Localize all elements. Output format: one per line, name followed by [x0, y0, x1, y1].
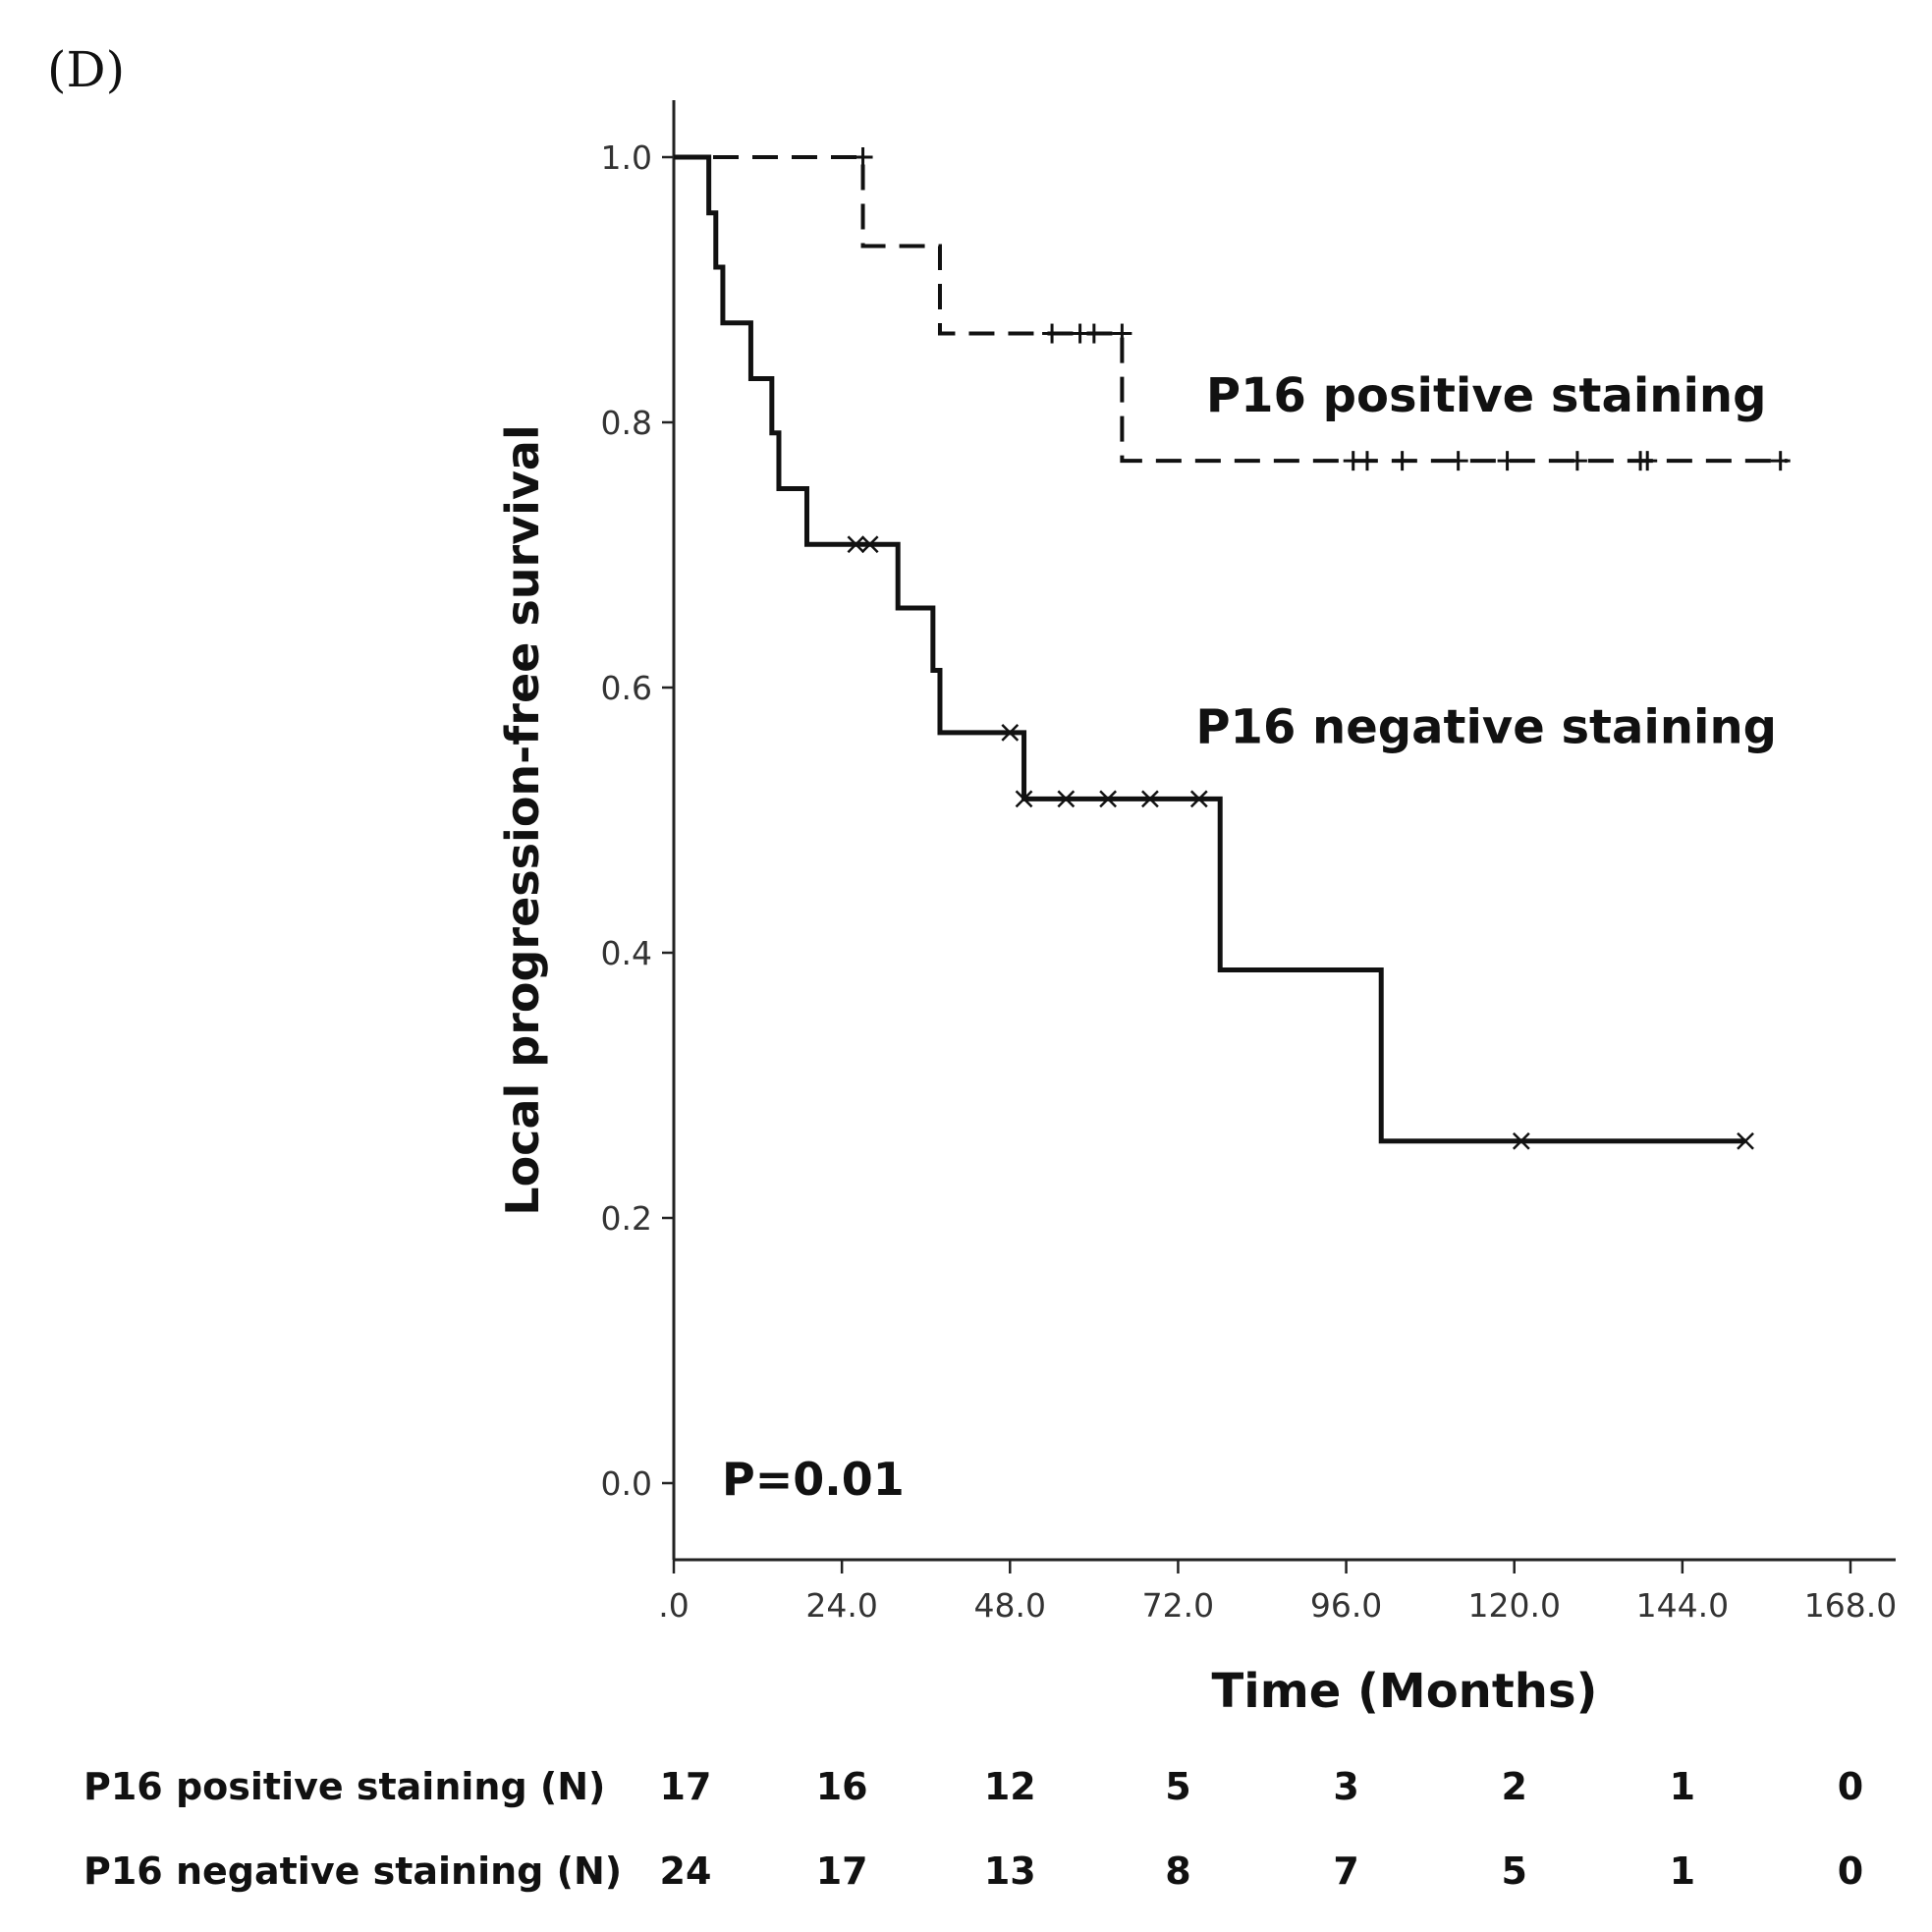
- censor-plus-mark: [1356, 451, 1377, 471]
- y-tick-label: 0.8: [601, 404, 652, 442]
- y-tick-label: 0.0: [601, 1464, 652, 1503]
- x-tick-label: .0: [658, 1586, 690, 1625]
- y-tick-label: 0.4: [601, 934, 652, 972]
- risk-table: P16 positive staining (N) P16 negative s…: [83, 1765, 622, 1893]
- censor-stroke: [1057, 790, 1076, 808]
- y-tick-label: 1.0: [601, 138, 652, 177]
- censor-x-mark: [1099, 790, 1118, 808]
- risk-row-label-positive: P16 positive staining (N): [83, 1765, 605, 1808]
- survival-curves: [674, 154, 1788, 1144]
- censor-plus-mark: [1567, 451, 1587, 471]
- risk-table-values: 17 16 12 5 3 2 1 0 24 17 13 8 7 5 1 0: [660, 1765, 1864, 1893]
- series-line-positive: [674, 155, 1788, 464]
- risk-value: 5: [1165, 1765, 1190, 1808]
- censor-plus-mark: [1770, 451, 1791, 471]
- risk-value: 17: [816, 1849, 868, 1893]
- panel-label: (D): [47, 41, 125, 98]
- risk-value: 16: [816, 1765, 868, 1808]
- censor-stroke: [847, 535, 865, 554]
- censor-x-mark: [1189, 790, 1208, 808]
- censor-stroke: [1099, 790, 1118, 808]
- censor-stroke: [1512, 1132, 1530, 1150]
- censor-x-mark: [1001, 724, 1020, 742]
- censor-stroke: [1141, 790, 1159, 808]
- censor-plus-mark: [1448, 451, 1468, 471]
- censor-plus-mark: [1392, 451, 1412, 471]
- censor-x-mark: [1057, 790, 1076, 808]
- x-tick-label: 24.0: [805, 1586, 877, 1625]
- risk-value: 17: [660, 1765, 712, 1808]
- censor-x-mark: [1141, 790, 1159, 808]
- risk-value: 1: [1670, 1849, 1695, 1893]
- series-line-negative: [674, 154, 1746, 1144]
- censor-x-mark: [1512, 1132, 1530, 1150]
- risk-value: 7: [1333, 1849, 1358, 1893]
- censor-x-mark: [847, 535, 865, 554]
- censor-plus-mark: [1083, 323, 1104, 344]
- risk-row-label-negative: P16 negative staining (N): [83, 1849, 622, 1893]
- x-tick-label: 144.0: [1636, 1586, 1729, 1625]
- censor-plus-mark: [1497, 451, 1518, 471]
- risk-value: 2: [1501, 1765, 1526, 1808]
- risk-value: 8: [1165, 1849, 1190, 1893]
- y-tick-label: 0.6: [601, 669, 652, 707]
- p-value: P=0.01: [722, 1453, 905, 1506]
- annotation-positive: P16 positive staining: [1206, 368, 1767, 423]
- risk-value: 0: [1838, 1849, 1863, 1893]
- y-axis-label: Local progression-free survival: [496, 424, 549, 1215]
- x-tick-label: 48.0: [974, 1586, 1046, 1625]
- risk-value: 3: [1333, 1765, 1358, 1808]
- censor-plus-mark: [1042, 323, 1063, 344]
- censor-plus-mark: [853, 147, 873, 167]
- x-tick-label: 72.0: [1142, 1586, 1214, 1625]
- x-tick-label: 120.0: [1467, 1586, 1560, 1625]
- x-tick-label: 96.0: [1310, 1586, 1382, 1625]
- risk-value: 13: [984, 1849, 1036, 1893]
- censor-x-mark: [1015, 790, 1033, 808]
- risk-value: 1: [1670, 1765, 1695, 1808]
- risk-value: 12: [984, 1765, 1036, 1808]
- censor-plus-mark: [1637, 451, 1658, 471]
- censor-stroke: [1001, 724, 1020, 742]
- annotation-negative: P16 negative staining: [1195, 700, 1777, 755]
- censor-plus-mark: [1112, 323, 1132, 344]
- censor-x-mark: [860, 535, 879, 554]
- censor-x-mark: [1737, 1132, 1754, 1150]
- y-ticks: 0.0 0.2 0.4 0.6 0.8 1.0: [601, 138, 674, 1503]
- censor-stroke: [860, 535, 879, 554]
- x-tick-label: 168.0: [1804, 1586, 1897, 1625]
- censor-stroke: [1737, 1132, 1754, 1150]
- risk-value: 0: [1838, 1765, 1863, 1808]
- censor-stroke: [1189, 790, 1208, 808]
- axes: [672, 100, 1896, 1562]
- censor-stroke: [1015, 790, 1033, 808]
- x-axis-label: Time (Months): [1212, 1664, 1598, 1719]
- y-tick-label: 0.2: [601, 1199, 652, 1238]
- risk-value: 5: [1501, 1849, 1526, 1893]
- risk-value: 24: [660, 1849, 712, 1893]
- censor-marks: [847, 147, 1791, 1150]
- x-ticks: .0 24.0 48.0 72.0 96.0 120.0 144.0 168.0: [658, 1560, 1897, 1625]
